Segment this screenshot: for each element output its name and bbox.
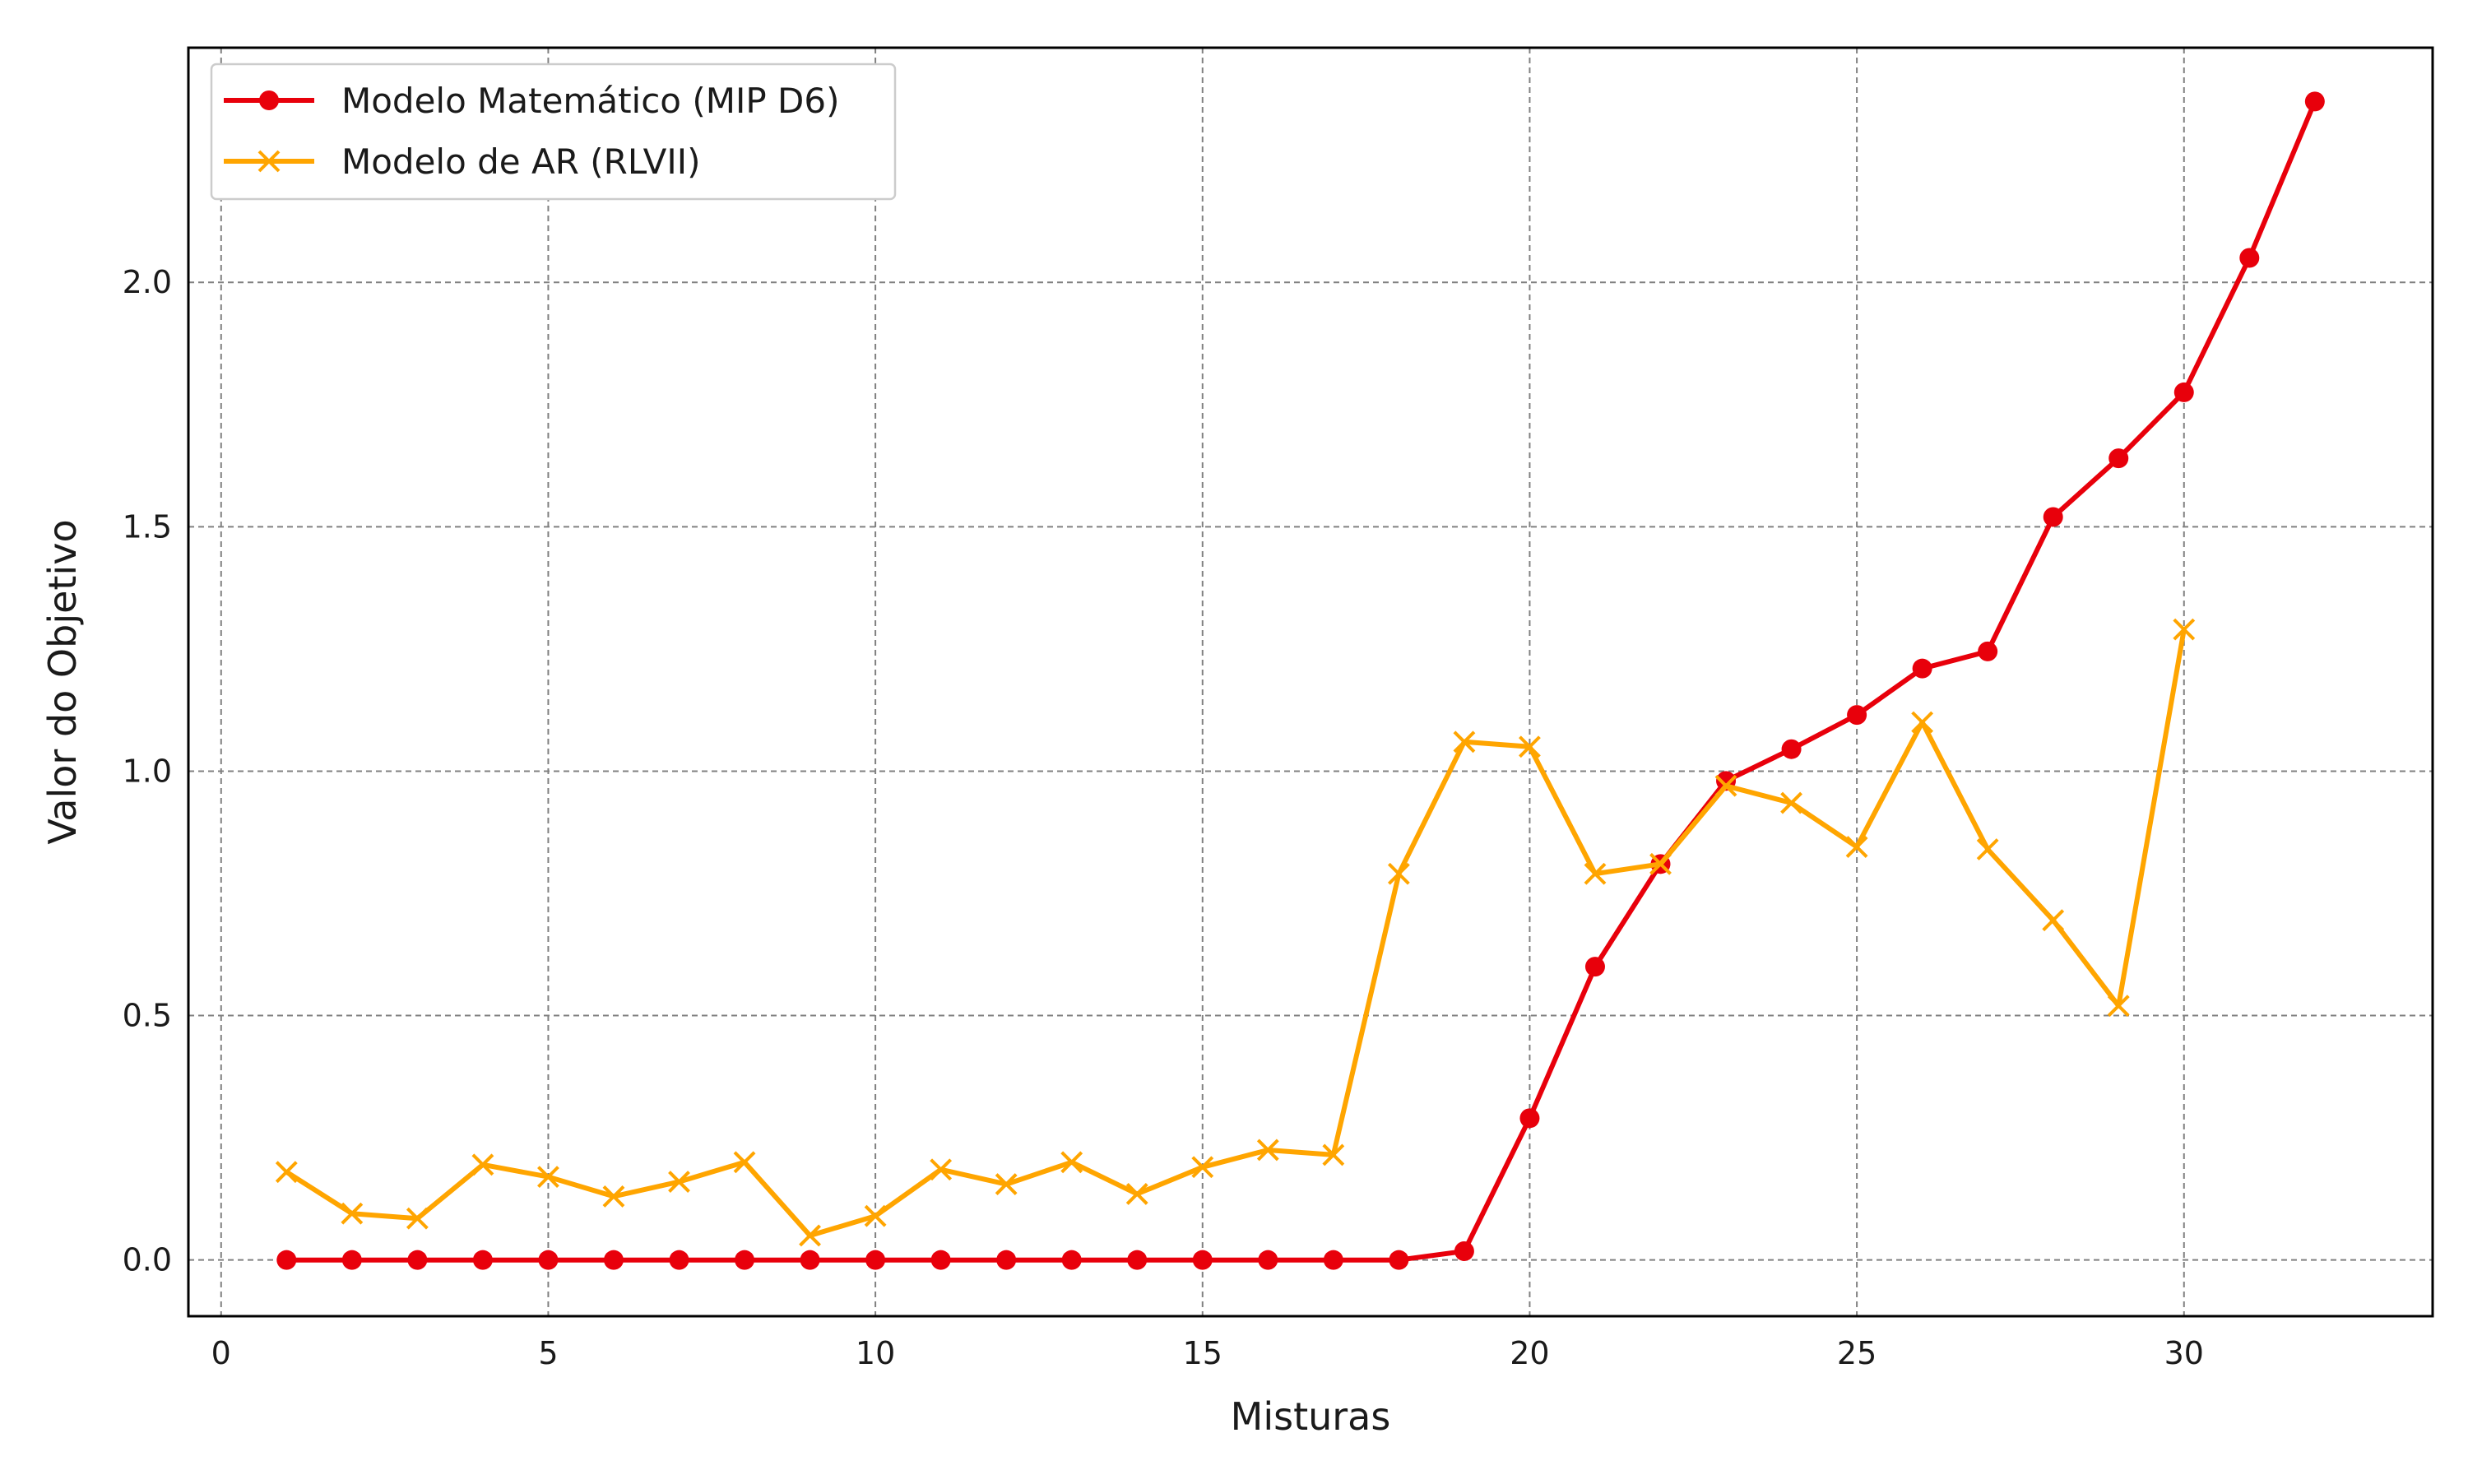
grid-layer <box>188 48 2433 1316</box>
data-point <box>1061 1250 1082 1270</box>
data-point <box>603 1250 624 1270</box>
data-point <box>1192 1250 1213 1270</box>
data-point <box>1389 1250 1409 1270</box>
data-point <box>471 1153 494 1176</box>
data-point <box>1060 1151 1083 1174</box>
legend-marker-series-2 <box>257 150 281 173</box>
data-point <box>602 1185 625 1208</box>
data-point <box>669 1250 689 1270</box>
legend-box <box>210 63 897 201</box>
data-point <box>2239 248 2260 268</box>
data-point <box>733 1151 756 1174</box>
data-point <box>1519 735 1541 758</box>
data-point <box>537 1166 559 1189</box>
data-point <box>1256 1139 1279 1162</box>
y-tick-label: 0.5 <box>123 998 172 1034</box>
data-point <box>1127 1250 1148 1270</box>
x-tick-label: 5 <box>538 1335 558 1371</box>
legend: Modelo Matemático (MIP D6) Modelo de AR … <box>210 63 897 201</box>
legend-label-series-1: Modelo Matemático (MIP D6) <box>341 81 840 121</box>
data-point <box>1978 641 1998 661</box>
y-tick-label: 0.0 <box>123 1242 172 1278</box>
data-point <box>995 1173 1018 1195</box>
data-point <box>472 1250 493 1270</box>
data-point <box>1781 739 1802 759</box>
data-point <box>407 1250 428 1270</box>
legend-marker-series-1 <box>259 90 279 110</box>
data-point <box>1191 1156 1214 1179</box>
data-point <box>2304 91 2325 112</box>
data-point <box>1387 862 1410 885</box>
y-tick-label: 1.0 <box>123 753 172 789</box>
x-axis-label: Misturas <box>1231 1394 1391 1439</box>
data-point <box>1649 852 1672 875</box>
data-point <box>1584 957 1605 977</box>
data-point <box>2107 995 2130 1018</box>
data-point <box>538 1250 559 1270</box>
data-point <box>864 1204 887 1227</box>
data-point <box>735 1250 755 1270</box>
data-point <box>341 1202 364 1225</box>
x-tick-label: 30 <box>2164 1335 2204 1371</box>
data-point <box>800 1250 820 1270</box>
series-1-line <box>286 100 2317 1263</box>
y-tick-label: 2.0 <box>123 264 172 300</box>
data-point <box>930 1250 951 1270</box>
data-point <box>1912 658 1932 679</box>
data-point <box>275 1161 298 1184</box>
data-point <box>1780 791 1802 814</box>
data-point <box>406 1207 429 1230</box>
x-tick-label: 25 <box>1837 1335 1877 1371</box>
data-point <box>1519 1108 1540 1129</box>
x-tick-label: 10 <box>856 1335 895 1371</box>
x-tick-label: 20 <box>1510 1335 1549 1371</box>
data-point <box>799 1224 821 1247</box>
series-2-line <box>285 628 2187 1238</box>
data-point <box>341 1250 362 1270</box>
data-point <box>1125 1183 1148 1205</box>
y-axis-label: Valor do Objetivo <box>40 519 85 844</box>
data-point <box>2042 909 2065 932</box>
data-point <box>1976 838 1999 860</box>
data-point <box>2173 382 2194 402</box>
x-tick-label: 15 <box>1183 1335 1222 1371</box>
data-point <box>2108 448 2129 469</box>
plot-frame <box>187 46 2434 1318</box>
data-point <box>1453 730 1476 754</box>
data-point <box>1714 774 1737 797</box>
data-point <box>1911 711 1934 734</box>
data-point <box>1454 1241 1474 1261</box>
data-point <box>865 1250 886 1270</box>
data-point <box>2173 618 2196 641</box>
data-point <box>276 1250 297 1270</box>
series-layer <box>275 91 2325 1270</box>
x-tick-label: 0 <box>211 1335 231 1371</box>
data-point <box>996 1250 1017 1270</box>
data-point <box>668 1171 690 1194</box>
y-tick-label: 1.5 <box>123 508 172 545</box>
data-point <box>1584 862 1607 885</box>
series-1 <box>276 91 2325 1270</box>
data-point <box>1322 1143 1345 1166</box>
data-point <box>2043 507 2063 527</box>
series-2 <box>275 618 2196 1247</box>
data-point <box>1845 836 1868 858</box>
data-point <box>930 1158 953 1181</box>
data-point <box>1258 1250 1278 1270</box>
data-point <box>1323 1250 1343 1270</box>
legend-label-series-2: Modelo de AR (RLVII) <box>341 141 701 182</box>
data-point <box>1847 705 1867 726</box>
tick-layer: 0 5 10 15 20 25 30 0.0 0.5 1.0 1.5 2.0 <box>123 264 2204 1371</box>
